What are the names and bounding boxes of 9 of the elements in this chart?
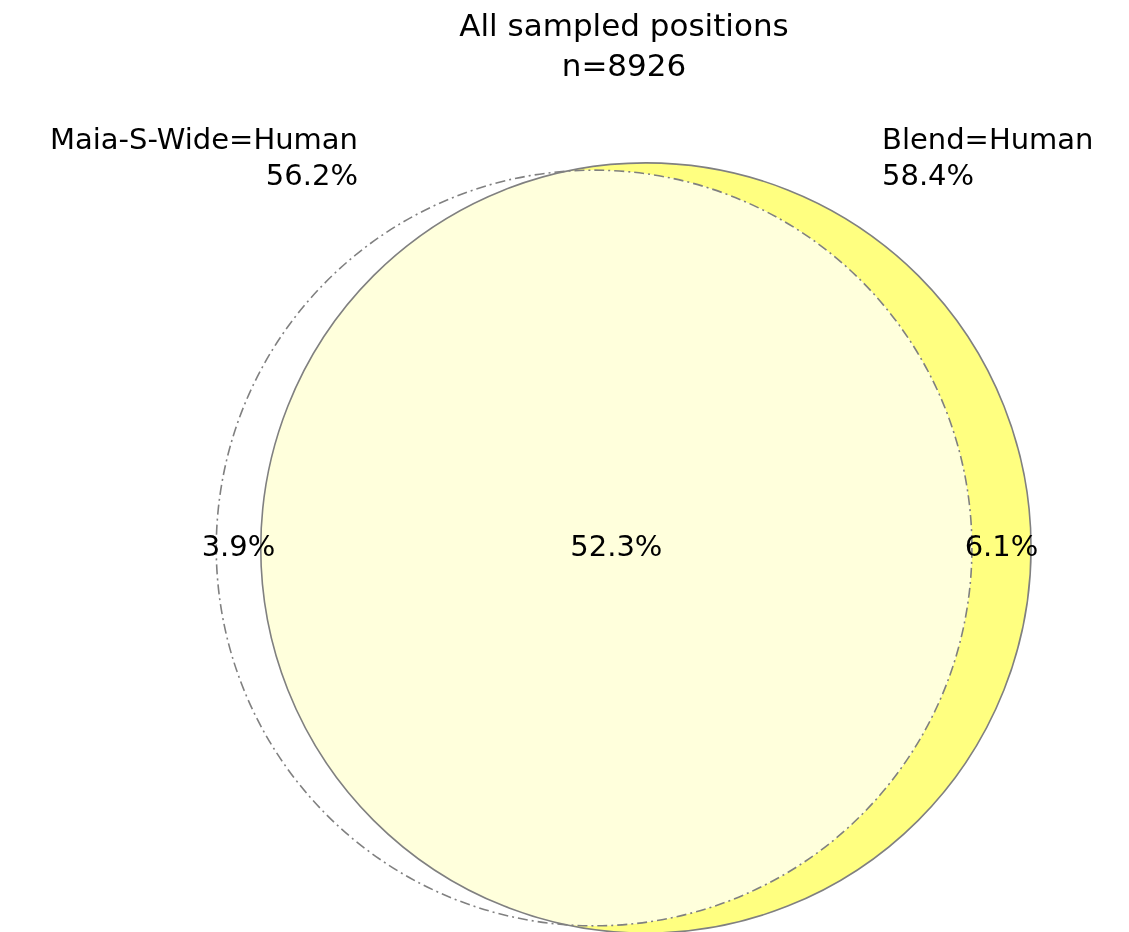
data-label: 3.9%	[201, 528, 276, 563]
text: n=8926	[561, 47, 687, 84]
data-label: 52.3%	[570, 528, 663, 563]
text: Blend=Human	[882, 121, 1094, 156]
text: 58.4%	[882, 157, 975, 192]
text: Maia-S-Wide=Human	[49, 121, 358, 156]
text: All sampled positions	[459, 7, 789, 44]
text: 56.2%	[265, 157, 358, 192]
data-label: 6.1%	[964, 528, 1039, 563]
